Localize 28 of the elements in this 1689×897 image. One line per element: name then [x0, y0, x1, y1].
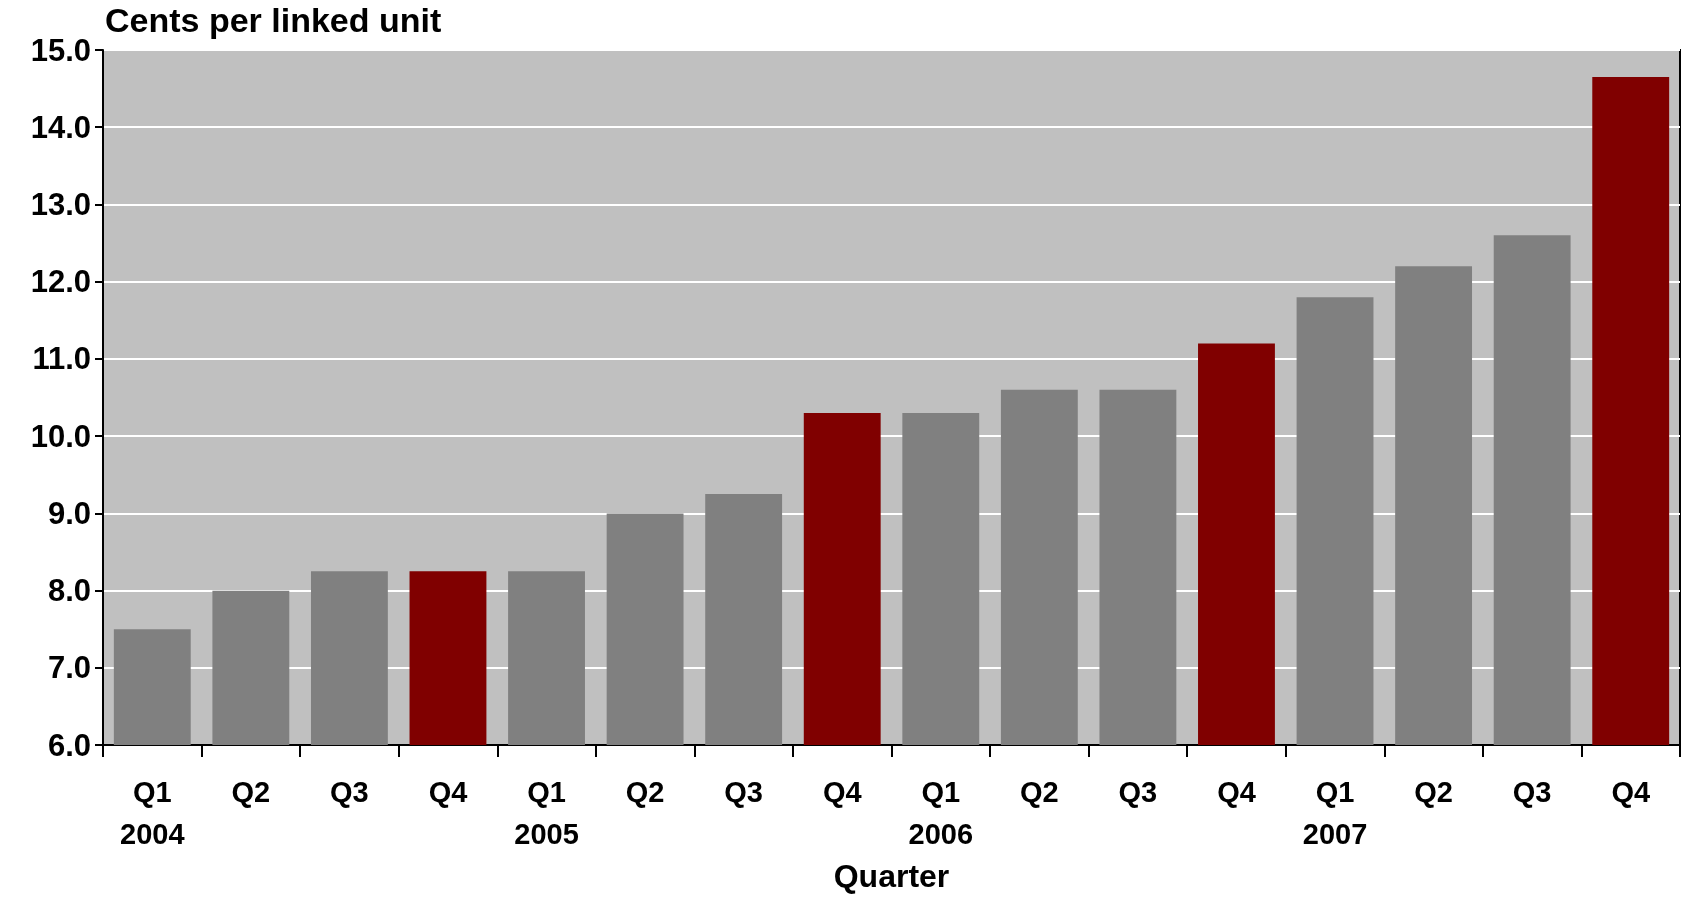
y-tick-label: 10.0 — [30, 418, 91, 454]
x-tick-label: Q3 — [724, 776, 763, 809]
y-tick-label: 9.0 — [47, 495, 91, 531]
y-tick-label: 15.0 — [30, 32, 91, 68]
x-tick-label: Q1 2005 — [514, 776, 579, 851]
x-tick-label: Q4 — [1217, 776, 1256, 809]
x-tick-label: Q2 — [1020, 776, 1059, 809]
x-tick-label: Q4 — [428, 776, 468, 809]
y-axis-title: Cents per linked unit — [105, 1, 442, 39]
x-tick-label: Q2 — [1414, 776, 1453, 809]
x-tick-label: Q2 — [231, 776, 271, 809]
y-tick-label: 11.0 — [32, 341, 91, 377]
x-tick-label: Q3 — [330, 776, 369, 809]
x-tick-label: Q1 2007 — [1302, 776, 1368, 851]
x-tick-label: Q1 2006 — [908, 776, 974, 851]
x-tick-label: Q3 — [1118, 776, 1158, 809]
y-tick-label: 14.0 — [30, 109, 91, 145]
x-tick-label: Q2 — [625, 776, 665, 809]
y-tick-label: 7.0 — [47, 650, 91, 686]
y-tick-label: 6.0 — [47, 727, 91, 763]
x-tick-label: Q4 — [1611, 776, 1651, 809]
y-tick-label: 13.0 — [30, 186, 91, 222]
x-tick-label: Q1 2004 — [120, 776, 185, 851]
y-tick-label: 12.0 — [30, 264, 91, 300]
x-tick-label: Q4 — [822, 776, 862, 809]
x-axis-title: Quarter — [833, 858, 950, 894]
y-tick-label: 8.0 — [47, 573, 91, 609]
x-tick-label: Q3 — [1512, 776, 1552, 809]
